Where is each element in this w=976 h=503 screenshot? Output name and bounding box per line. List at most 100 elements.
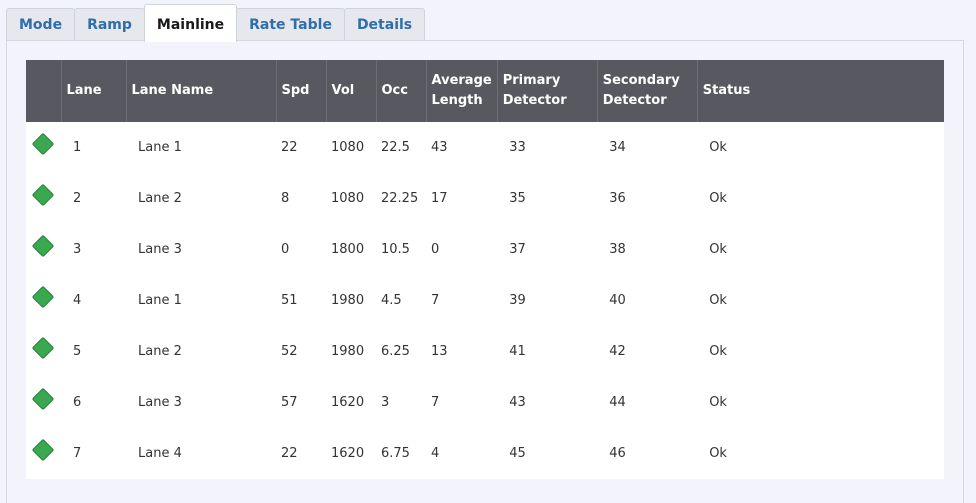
table-row[interactable]: 7 Lane 4 22 1620 6.75 4 45 46 Ok	[26, 428, 944, 479]
spd-cell: 51	[281, 293, 298, 308]
occ-cell: 4.5	[381, 293, 402, 308]
lane-name-cell: Lane 2	[138, 344, 182, 359]
vol-cell: 1620	[331, 395, 365, 410]
occ-cell: 22.5	[381, 140, 410, 155]
table-row[interactable]: 5 Lane 2 52 1980 6.25 13 41 42 Ok	[26, 326, 944, 377]
header-secondary-detector-line1: Secondary	[602, 73, 680, 88]
header-vol[interactable]: Vol	[326, 60, 377, 122]
primary-detector-cell: 41	[509, 344, 526, 359]
status-cell: Ok	[709, 140, 727, 155]
green-diamond-icon	[31, 234, 55, 257]
lane-name-cell: Lane 4	[138, 446, 182, 461]
occ-cell: 6.75	[381, 446, 410, 461]
lane-cell: 4	[73, 293, 82, 308]
status-icon-cell	[26, 377, 61, 428]
average-length-cell: 7	[431, 395, 440, 410]
status-icon-cell	[26, 275, 61, 326]
table-body: 1 Lane 1 22 1080 22.5 43 33 34 Ok 2 Lane 2 8 1080 22.…	[26, 122, 944, 479]
secondary-detector-cell: 36	[609, 191, 626, 206]
primary-detector-cell: 33	[509, 140, 526, 155]
secondary-detector-cell: 44	[609, 395, 626, 410]
tab-mainline[interactable]: Mainline	[143, 4, 238, 42]
status-cell: Ok	[709, 293, 727, 308]
status-icon-cell	[26, 428, 61, 479]
lane-cell: 1	[73, 140, 82, 155]
tab-rate-table[interactable]: Rate Table	[236, 8, 345, 41]
table-row[interactable]: 1 Lane 1 22 1080 22.5 43 33 34 Ok	[26, 122, 944, 173]
header-secondary-detector[interactable]: Secondary Detector	[597, 60, 698, 122]
header-primary-detector-line1: Primary	[502, 73, 561, 88]
vol-cell: 1980	[331, 344, 365, 359]
secondary-detector-cell: 38	[609, 242, 626, 257]
status-icon-cell	[26, 122, 61, 173]
vol-cell: 1080	[331, 191, 365, 206]
header-lane[interactable]: Lane	[61, 60, 127, 122]
green-diamond-icon	[31, 336, 55, 359]
primary-detector-cell: 35	[509, 191, 526, 206]
primary-detector-cell: 37	[509, 242, 526, 257]
header-average-length[interactable]: Average Length	[426, 60, 498, 122]
tab-ramp[interactable]: Ramp	[74, 8, 145, 41]
primary-detector-cell: 39	[509, 293, 526, 308]
lane-cell: 2	[73, 191, 82, 206]
status-cell: Ok	[709, 242, 727, 257]
secondary-detector-cell: 46	[609, 446, 626, 461]
tab-bar: Mode Ramp Mainline Rate Table Details	[6, 4, 426, 42]
header-status[interactable]: Status	[702, 83, 751, 98]
average-length-cell: 13	[431, 344, 448, 359]
average-length-cell: 0	[431, 242, 440, 257]
tab-mode[interactable]: Mode	[6, 8, 76, 41]
header-primary-detector[interactable]: Primary Detector	[497, 60, 598, 122]
occ-cell: 6.25	[381, 344, 410, 359]
average-length-cell: 7	[431, 293, 440, 308]
table-header-row: Lane Lane Name Spd Vol Occ Average Length…	[26, 60, 944, 122]
average-length-cell: 43	[431, 140, 448, 155]
green-diamond-icon	[31, 183, 55, 206]
header-status-icon	[26, 60, 62, 122]
lane-cell: 7	[73, 446, 82, 461]
mainline-panel: Lane Lane Name Spd Vol Occ Average Length…	[6, 40, 964, 503]
status-cell: Ok	[709, 344, 727, 359]
status-cell: Ok	[709, 191, 727, 206]
status-icon-cell	[26, 224, 61, 275]
spd-cell: 0	[281, 242, 290, 257]
table-row[interactable]: 6 Lane 3 57 1620 3 7 43 44 Ok	[26, 377, 944, 428]
lane-name-cell: Lane 1	[138, 293, 182, 308]
primary-detector-cell: 43	[509, 395, 526, 410]
secondary-detector-cell: 42	[609, 344, 626, 359]
occ-cell: 3	[381, 395, 390, 410]
header-occ[interactable]: Occ	[376, 60, 427, 122]
lane-name-cell: Lane 3	[138, 242, 182, 257]
green-diamond-icon	[31, 438, 55, 461]
vol-cell: 1800	[331, 242, 365, 257]
status-cell: Ok	[709, 395, 727, 410]
header-secondary-detector-line2: Detector	[602, 93, 667, 108]
secondary-detector-cell: 34	[609, 140, 626, 155]
lane-name-cell: Lane 3	[138, 395, 182, 410]
lane-cell: 5	[73, 344, 82, 359]
spd-cell: 57	[281, 395, 298, 410]
spd-cell: 22	[281, 446, 298, 461]
status-icon-cell	[26, 326, 61, 377]
spd-cell: 22	[281, 140, 298, 155]
tab-details[interactable]: Details	[343, 8, 426, 41]
header-spd[interactable]: Spd	[276, 60, 327, 122]
average-length-cell: 17	[431, 191, 448, 206]
status-cell: Ok	[709, 446, 727, 461]
table-row[interactable]: 2 Lane 2 8 1080 22.25 17 35 36 Ok	[26, 173, 944, 224]
primary-detector-cell: 45	[509, 446, 526, 461]
green-diamond-icon	[31, 285, 55, 308]
secondary-detector-cell: 40	[609, 293, 626, 308]
occ-cell: 22.25	[381, 191, 419, 206]
vol-cell: 1620	[331, 446, 365, 461]
status-icon-cell	[26, 173, 61, 224]
table-row[interactable]: 3 Lane 3 0 1800 10.5 0 37 38 Ok	[26, 224, 944, 275]
header-lane-name[interactable]: Lane Name	[126, 60, 277, 122]
lane-cell: 3	[73, 242, 82, 257]
table-row[interactable]: 4 Lane 1 51 1980 4.5 7 39 40 Ok	[26, 275, 944, 326]
spd-cell: 52	[281, 344, 298, 359]
lane-cell: 6	[73, 395, 82, 410]
spd-cell: 8	[281, 191, 290, 206]
occ-cell: 10.5	[381, 242, 410, 257]
lane-name-cell: Lane 1	[138, 140, 182, 155]
